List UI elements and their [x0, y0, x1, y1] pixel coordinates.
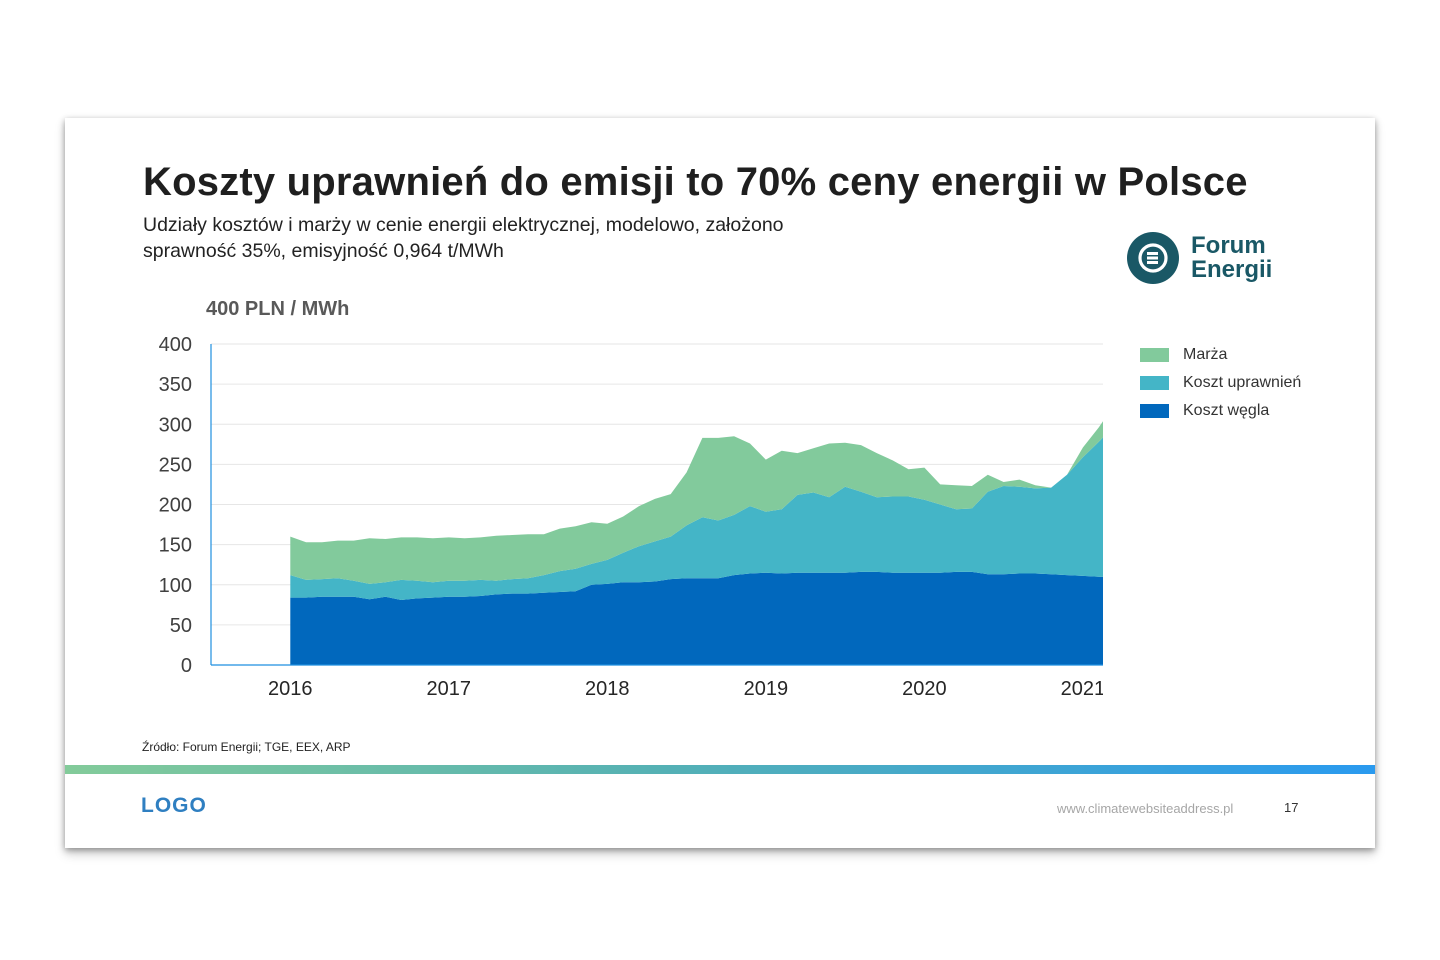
y-tick-300: 300 — [159, 414, 192, 436]
y-tick-400: 400 — [159, 334, 192, 356]
legend-swatch-wegiel — [1140, 404, 1169, 418]
x-tick-2021: 2021 — [1061, 678, 1103, 700]
chart-unit-label: 400 PLN / MWh — [206, 298, 350, 320]
chart-axes — [210, 344, 1103, 666]
legend-label-uprawnienia: Koszt uprawnień — [1183, 374, 1302, 391]
area-koszt-uprawnien — [290, 437, 1103, 600]
area-koszt-wegla — [290, 571, 1103, 665]
y-tick-100: 100 — [159, 575, 192, 597]
y-tick-150: 150 — [159, 535, 192, 557]
page-number: 17 — [1284, 800, 1299, 815]
y-tick-labels: 0 50 100 150 200 250 300 350 400 — [159, 334, 192, 677]
logo-e-mark — [1138, 243, 1168, 273]
x-tick-2016: 2016 — [268, 678, 313, 700]
slide: Koszty uprawnień do emisji to 70% ceny e… — [65, 118, 1375, 848]
forum-energii-logo-icon — [1127, 232, 1179, 284]
brand-line-1: Forum — [1191, 232, 1266, 259]
slide-subtitle: Udziały kosztów i marży w cenie energii … — [143, 214, 784, 262]
legend-swatch-marza — [1140, 348, 1169, 362]
brand-line-2: Energii — [1191, 256, 1273, 283]
slide-title: Koszty uprawnień do emisji to 70% ceny e… — [143, 160, 1248, 204]
legend-label-marza: Marża — [1183, 346, 1228, 363]
x-tick-2020: 2020 — [902, 678, 947, 700]
footer-website: www.climatewebsiteaddress.pl — [1057, 801, 1234, 816]
y-tick-50: 50 — [170, 615, 192, 637]
x-tick-labels: 2016 2017 2018 2019 2020 2021 — [268, 678, 1103, 700]
y-tick-200: 200 — [159, 495, 192, 517]
chart-areas — [290, 421, 1103, 665]
y-tick-250: 250 — [159, 454, 192, 476]
source-note: Źródło: Forum Energii; TGE, EEX, ARP — [142, 740, 351, 754]
footer-logo: LOGO — [141, 794, 207, 817]
legend-label-wegiel: Koszt węgla — [1183, 402, 1270, 419]
legend-swatch-uprawnienia — [1140, 376, 1169, 390]
area-marza — [290, 421, 1103, 584]
forum-energii-wordmark: Forum Energii — [1191, 234, 1272, 282]
forum-energii-logo: Forum Energii — [1127, 232, 1297, 286]
x-tick-2017: 2017 — [427, 678, 472, 700]
y-tick-350: 350 — [159, 374, 192, 396]
y-tick-0: 0 — [181, 655, 192, 677]
x-tick-2019: 2019 — [744, 678, 789, 700]
footer-gradient-band — [65, 765, 1375, 774]
x-tick-2018: 2018 — [585, 678, 630, 700]
